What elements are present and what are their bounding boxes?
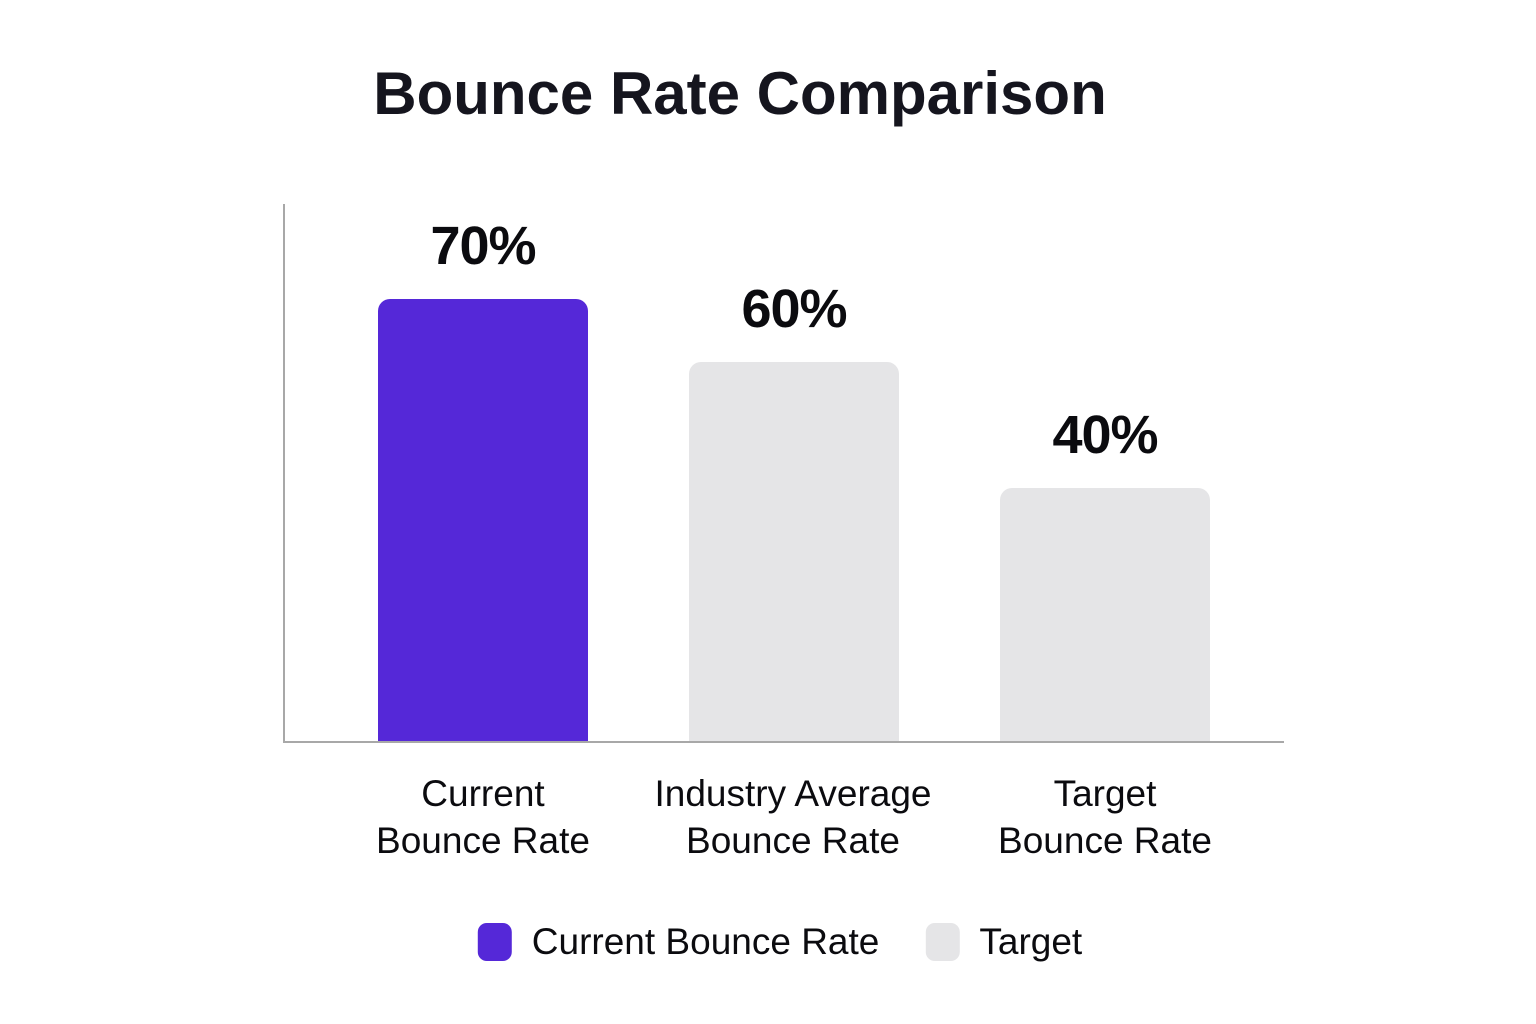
bar-value-label: 40% [1052,405,1158,465]
legend-swatch-icon [477,923,512,961]
category-axis-labels: Current Bounce Rate Industry Average Bounce… [0,770,1536,880]
x-axis-line [283,741,1284,743]
legend-label: Current Bounce Rate [531,921,880,962]
legend-item: Current Bounce Rate [477,921,880,963]
category-label-line: Bounce Rate [998,820,1212,861]
category-label: Current Bounce Rate [303,770,663,864]
bar-group: 60% [689,282,899,741]
category-label-line: Bounce Rate [686,820,900,861]
category-label-line: Industry Average [654,773,932,814]
legend: Current Bounce Rate Target [477,921,1082,963]
category-label: Target Bounce Rate [925,770,1285,864]
bar [1000,488,1210,741]
bar [689,362,899,741]
bar-value-label: 70% [430,216,536,276]
category-label: Industry Average Bounce Rate [613,770,973,864]
y-axis-line [283,204,285,743]
legend-swatch-icon [925,923,960,961]
category-label-line: Target [1053,773,1157,814]
bars-layer: 70% 60% 40% [283,204,1283,741]
bar-group: 70% [378,219,588,741]
legend-label: Target [979,921,1083,962]
bar [378,299,588,741]
bar-group: 40% [1000,408,1210,741]
chart-title: Bounce Rate Comparison [373,60,1107,127]
category-label-line: Current [421,773,545,814]
category-label-line: Bounce Rate [376,820,590,861]
legend-item: Target [925,921,1082,963]
plot-area: 70% 60% 40% [283,204,1284,743]
bar-value-label: 60% [741,279,847,339]
